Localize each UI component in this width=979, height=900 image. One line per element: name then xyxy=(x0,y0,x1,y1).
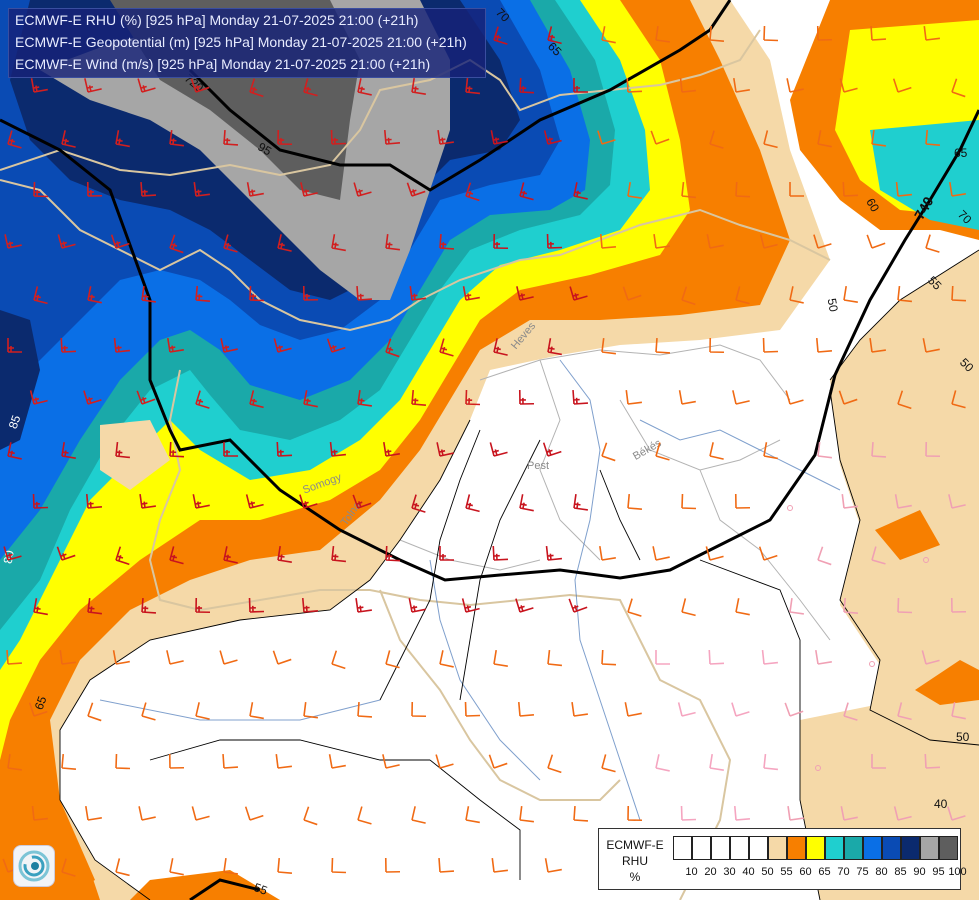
contour-label-rh-80-left: 80 xyxy=(0,549,17,565)
legend-tick-label: 75 xyxy=(856,866,869,878)
legend-title-unit: % xyxy=(629,870,641,884)
color-legend: ECMWF-E RHU % 10 20 30 40 50 55 60 65 70 75 80 85 90… xyxy=(598,828,967,890)
legend-title: ECMWF-E RHU % xyxy=(605,837,665,885)
legend-tick-label: 60 xyxy=(799,866,812,878)
legend-tick-label: 95 xyxy=(932,866,945,878)
legend-swatch xyxy=(901,836,920,860)
country-borders xyxy=(0,29,831,900)
legend-tick-label: 20 xyxy=(704,866,717,878)
contour-label-rh-40-right: 40 xyxy=(934,797,948,811)
legend-swatch xyxy=(920,836,939,860)
rh-60-patch-east xyxy=(875,510,940,560)
rh-white-window xyxy=(100,420,170,490)
legend-tick-label: 55 xyxy=(780,866,793,878)
title-geopotential: ECMWF-E Geopotential (m) [925 hPa] Monda… xyxy=(15,34,467,50)
legend-swatch xyxy=(806,836,825,860)
legend-swatch xyxy=(844,836,863,860)
contour-label-rh-50-right3: 50 xyxy=(956,730,970,744)
legend-swatch xyxy=(825,836,844,860)
legend-swatch xyxy=(882,836,901,860)
legend-tick-label: 30 xyxy=(723,866,736,878)
rh-contours xyxy=(59,249,979,900)
place-label-pest: Pest xyxy=(527,460,550,472)
legend-tick-label: 65 xyxy=(818,866,831,878)
title-rhu: ECMWF-E RHU (%) [925 hPa] Monday 21-07-2… xyxy=(15,12,419,28)
app-logo-icon[interactable] xyxy=(14,846,54,886)
legend-swatch xyxy=(939,836,958,860)
legend-swatch xyxy=(787,836,806,860)
legend-swatch xyxy=(863,836,882,860)
legend-tick-label: 10 xyxy=(685,866,698,878)
legend-tick-label: 100 xyxy=(948,866,967,878)
map-title-box: ECMWF-E RHU (%) [925 hPa] Monday 21-07-2… xyxy=(8,8,486,78)
legend-swatch xyxy=(749,836,768,860)
legend-swatch xyxy=(711,836,730,860)
legend-title-variable: RHU xyxy=(622,854,648,868)
legend-title-model: ECMWF-E xyxy=(606,838,664,852)
contour-label-rh-65-right: 65 xyxy=(954,146,968,160)
legend-tick-label: 50 xyxy=(761,866,774,878)
contour-label-rh-50-right1: 50 xyxy=(824,297,841,313)
legend-tick-label: 70 xyxy=(837,866,850,878)
rh-55-patch-bottom xyxy=(130,870,280,900)
legend-swatch xyxy=(768,836,787,860)
legend-tick-label: 90 xyxy=(913,866,926,878)
title-wind: ECMWF-E Wind (m/s) [925 hPa] Monday 21-0… xyxy=(15,56,431,72)
legend-swatch xyxy=(730,836,749,860)
rh-70-area-right xyxy=(870,120,979,230)
rh-60-patch-se xyxy=(915,660,979,705)
swirl-icon xyxy=(18,850,50,882)
legend-tick-label: 80 xyxy=(875,866,888,878)
legend-swatch xyxy=(673,836,692,860)
legend-swatch xyxy=(692,836,711,860)
legend-tick-label: 85 xyxy=(894,866,907,878)
legend-tick-label: 40 xyxy=(742,866,755,878)
